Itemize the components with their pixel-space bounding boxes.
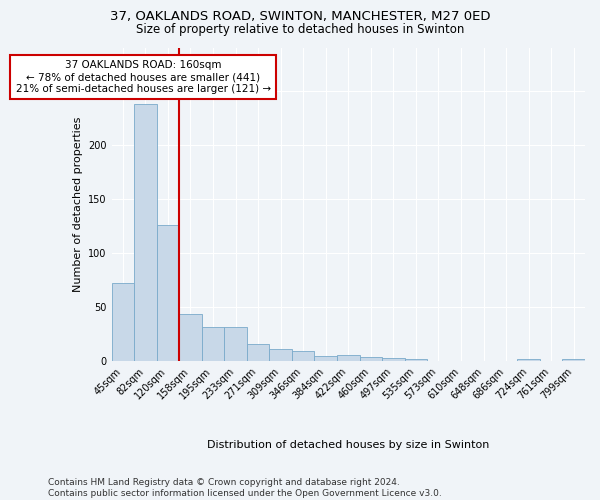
Bar (337, 355, 359, 362)
Bar (382, 358, 404, 362)
Bar (269, 350, 292, 362)
Bar (517, 359, 540, 362)
Bar (179, 314, 202, 362)
Bar (134, 104, 157, 362)
Bar (202, 326, 224, 362)
Bar (157, 225, 179, 362)
Bar (562, 359, 585, 362)
Bar (247, 344, 269, 362)
Y-axis label: Number of detached properties: Number of detached properties (73, 116, 83, 292)
Bar (404, 359, 427, 362)
Bar (112, 284, 134, 362)
Text: 37, OAKLANDS ROAD, SWINTON, MANCHESTER, M27 0ED: 37, OAKLANDS ROAD, SWINTON, MANCHESTER, … (110, 10, 490, 23)
Text: Size of property relative to detached houses in Swinton: Size of property relative to detached ho… (136, 22, 464, 36)
Bar (292, 350, 314, 362)
Bar (224, 326, 247, 362)
X-axis label: Distribution of detached houses by size in Swinton: Distribution of detached houses by size … (207, 440, 490, 450)
Text: 37 OAKLANDS ROAD: 160sqm
← 78% of detached houses are smaller (441)
21% of semi-: 37 OAKLANDS ROAD: 160sqm ← 78% of detach… (16, 60, 271, 94)
Text: Contains HM Land Registry data © Crown copyright and database right 2024.
Contai: Contains HM Land Registry data © Crown c… (48, 478, 442, 498)
Bar (314, 356, 337, 362)
Bar (359, 357, 382, 362)
